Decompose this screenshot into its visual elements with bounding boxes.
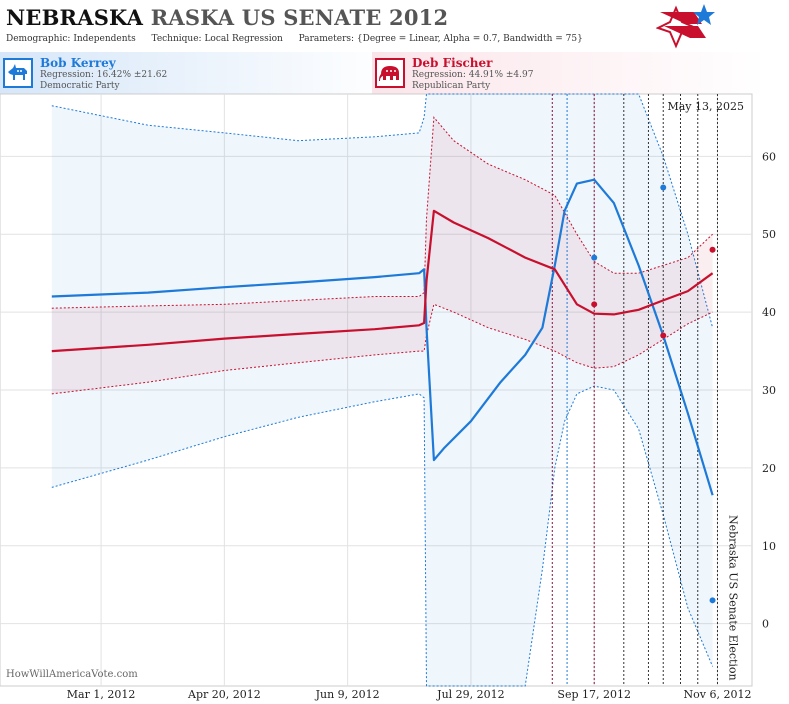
candidate-name: Bob Kerrey	[40, 56, 116, 70]
confidence-band	[51, 94, 713, 686]
y-tick-label: 20	[762, 462, 776, 475]
parameters-value: {Degree = Linear, Alpha = 0.7, Bandwidth…	[356, 34, 583, 44]
parameters-label: Parameters:	[298, 34, 355, 44]
candidate-party: Democratic Party	[40, 81, 120, 91]
x-tick-label: Sep 17, 2012	[557, 688, 631, 701]
poll-point	[660, 332, 667, 339]
poll-point	[591, 254, 598, 261]
date-label: May 13, 2025	[667, 100, 744, 113]
site-logo-icon	[656, 4, 715, 49]
confidence-bound-upper	[51, 116, 713, 309]
page-title: NEBRASKA RASKA US SENATE 2012	[6, 5, 448, 30]
candidate-regression: Regression: 16.42% ±21.62	[40, 70, 168, 80]
y-tick-label: 60	[762, 150, 776, 163]
title-race: RASKA US SENATE 2012	[150, 5, 449, 30]
demographic-label: Demographic:	[6, 34, 71, 44]
x-tick-label: Nov 6, 2012	[684, 688, 752, 701]
candidate-regression: Regression: 44.91% ±4.97	[412, 70, 534, 80]
demographic-value: Independents	[73, 34, 136, 44]
poll-point	[709, 246, 716, 253]
poll-point	[709, 597, 716, 604]
candidate-name: Deb Fischer	[412, 56, 493, 70]
candidate-legend: Bob Kerrey Regression: 16.42% ±21.62 Dem…	[0, 52, 789, 94]
donkey-icon	[3, 58, 33, 88]
candidate-card-fischer: Deb Fischer Regression: 44.91% ±4.97 Rep…	[372, 52, 767, 94]
series-line	[51, 178, 714, 496]
x-tick-label: Jul 29, 2012	[436, 688, 505, 701]
x-tick-label: Jun 9, 2012	[315, 688, 380, 701]
candidate-card-kerrey: Bob Kerrey Regression: 16.42% ±21.62 Dem…	[0, 52, 395, 94]
parameters-line: Demographic: Independents Technique: Loc…	[6, 34, 583, 44]
confidence-bound-lower	[51, 385, 714, 687]
confidence-band	[51, 117, 713, 394]
technique-value: Local Regression	[204, 34, 283, 44]
header: NEBRASKA RASKA US SENATE 2012 Demographi…	[0, 0, 752, 50]
y-tick-label: 0	[762, 618, 769, 631]
y-tick-label: 40	[762, 306, 776, 319]
watermark: HowWillAmericaVote.com	[6, 669, 138, 680]
x-tick-label: Apr 20, 2012	[187, 688, 261, 701]
confidence-bound-upper	[51, 93, 714, 328]
candidate-party: Republican Party	[412, 81, 491, 91]
poll-point	[591, 301, 598, 308]
poll-point	[660, 184, 667, 191]
technique-label: Technique:	[151, 34, 202, 44]
election-label: Nebraska US Senate Election	[726, 515, 739, 681]
x-tick-label: Mar 1, 2012	[67, 688, 136, 701]
confidence-bound-lower	[51, 303, 713, 395]
y-tick-label: 50	[762, 228, 776, 241]
title-state: NEBRASKA	[6, 5, 144, 30]
series-line	[51, 209, 714, 353]
y-tick-label: 10	[762, 540, 776, 553]
y-tick-label: 30	[762, 384, 776, 397]
elephant-icon	[375, 58, 405, 88]
